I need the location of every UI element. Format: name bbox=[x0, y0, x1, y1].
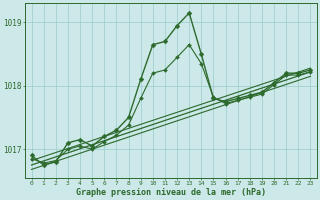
X-axis label: Graphe pression niveau de la mer (hPa): Graphe pression niveau de la mer (hPa) bbox=[76, 188, 266, 197]
